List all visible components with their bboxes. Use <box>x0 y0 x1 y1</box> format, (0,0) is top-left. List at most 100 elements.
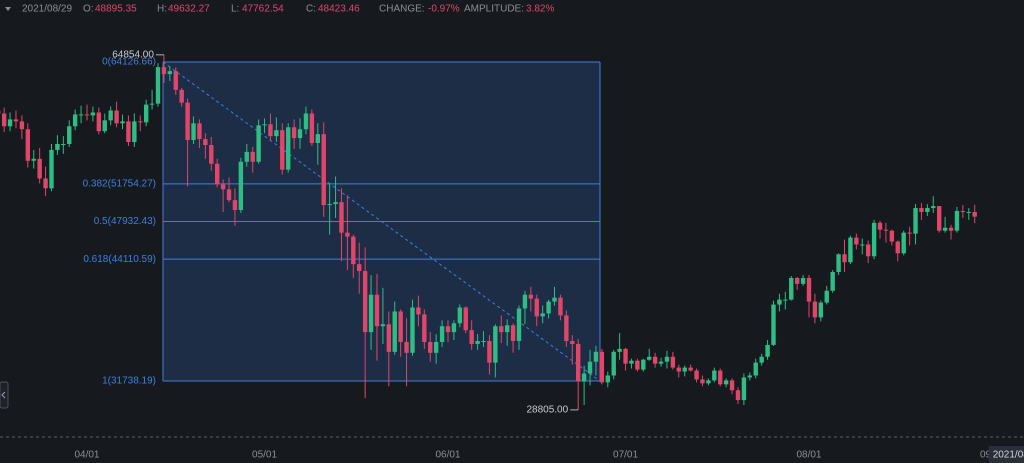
candle-body <box>842 254 847 263</box>
candle-body <box>61 144 66 146</box>
candle-body <box>919 208 924 212</box>
candle-body <box>339 202 344 233</box>
candle-body <box>605 375 610 383</box>
side-toggle[interactable] <box>0 381 9 409</box>
candle-body <box>398 311 403 342</box>
candle-body <box>510 325 516 341</box>
candle-body <box>587 361 593 374</box>
candle-body <box>759 356 764 363</box>
candle-body <box>913 208 918 234</box>
candle-body <box>629 360 634 364</box>
candle-body <box>209 144 214 164</box>
candle-body <box>635 360 640 370</box>
candle-body <box>575 343 581 382</box>
candle-body <box>581 373 587 382</box>
candle-body <box>848 237 853 263</box>
candle-body <box>351 236 356 265</box>
x-tick-label: 08/01 <box>796 450 821 461</box>
candle-body <box>534 298 539 317</box>
candle-body <box>439 326 445 342</box>
candle-body <box>96 112 102 132</box>
candle-body <box>55 144 60 150</box>
candle-body <box>564 315 569 341</box>
candle-body <box>522 294 528 309</box>
fib-level-label: 0.5(47932.43) <box>94 216 156 227</box>
header-value: -0.97% <box>428 4 460 15</box>
candle-body <box>812 301 818 318</box>
candle-body <box>244 151 249 162</box>
candle-body <box>954 210 960 231</box>
candle-body <box>806 277 812 302</box>
candle-body <box>907 232 912 234</box>
candle-body <box>108 110 113 121</box>
collapse-icon[interactable] <box>5 7 11 11</box>
candle-body <box>463 307 468 331</box>
candle-body <box>558 297 563 316</box>
candle-body <box>155 67 161 104</box>
candle-body <box>226 189 232 201</box>
candle-body <box>179 89 184 103</box>
candle-body <box>138 121 143 123</box>
candle-body <box>706 380 711 384</box>
candle-body <box>72 114 78 127</box>
candle-body <box>830 272 835 291</box>
candle-body <box>789 277 794 300</box>
candle-body <box>647 356 652 360</box>
candle-body <box>362 271 368 333</box>
candle-body <box>368 294 374 333</box>
candle-body <box>504 325 510 333</box>
header-label: C: <box>306 4 316 15</box>
candle-body <box>794 277 800 284</box>
header-value: 48423.46 <box>318 4 360 15</box>
candle-body <box>688 367 693 371</box>
candle-body <box>783 299 788 301</box>
candle-body <box>214 163 220 185</box>
candle-body <box>67 126 72 145</box>
candle-body <box>25 129 31 161</box>
candle-body <box>516 308 522 341</box>
candle-body <box>570 340 575 344</box>
candle-body <box>386 324 392 352</box>
candle-body <box>297 129 303 139</box>
candle-body <box>321 134 326 206</box>
candle-body <box>723 380 729 385</box>
candle-body <box>445 326 451 333</box>
header-label: CHANGE: <box>379 4 425 15</box>
candle-body <box>185 102 190 141</box>
candle-body <box>451 323 457 333</box>
candle-body <box>84 114 90 116</box>
candle-body <box>753 362 758 376</box>
candle-body <box>475 340 480 344</box>
plot: 2021/08/29 O: 48895.35 H: 49632.27 L: 47762.54… <box>0 4 1024 463</box>
candle-body <box>836 254 841 273</box>
candle-body <box>865 244 871 257</box>
candle-body <box>203 139 208 145</box>
candle-body <box>90 112 96 116</box>
candle-body <box>416 307 421 315</box>
candle-body <box>262 124 267 126</box>
candle-body <box>641 359 646 370</box>
candle-body <box>126 121 131 143</box>
extreme-label: 64854.00 <box>112 49 154 60</box>
candle-body <box>173 71 178 90</box>
candle-body <box>469 330 474 344</box>
candle-body <box>333 202 338 205</box>
candle-body <box>31 158 36 161</box>
candle-body <box>664 356 670 362</box>
candle-body <box>765 344 770 357</box>
candle-body <box>895 241 900 254</box>
candle-body <box>392 311 397 352</box>
candle-body <box>854 237 859 245</box>
candle-body <box>972 212 977 217</box>
header-value: 47762.54 <box>242 4 284 15</box>
x-tick-label: 07/01 <box>613 450 638 461</box>
candle-body <box>682 367 687 372</box>
candle-body <box>700 379 705 384</box>
crosshair-date: 2021/08/29 <box>993 450 1024 461</box>
candle-body <box>593 351 599 362</box>
candle-body <box>889 230 895 242</box>
candle-body <box>1 113 7 127</box>
